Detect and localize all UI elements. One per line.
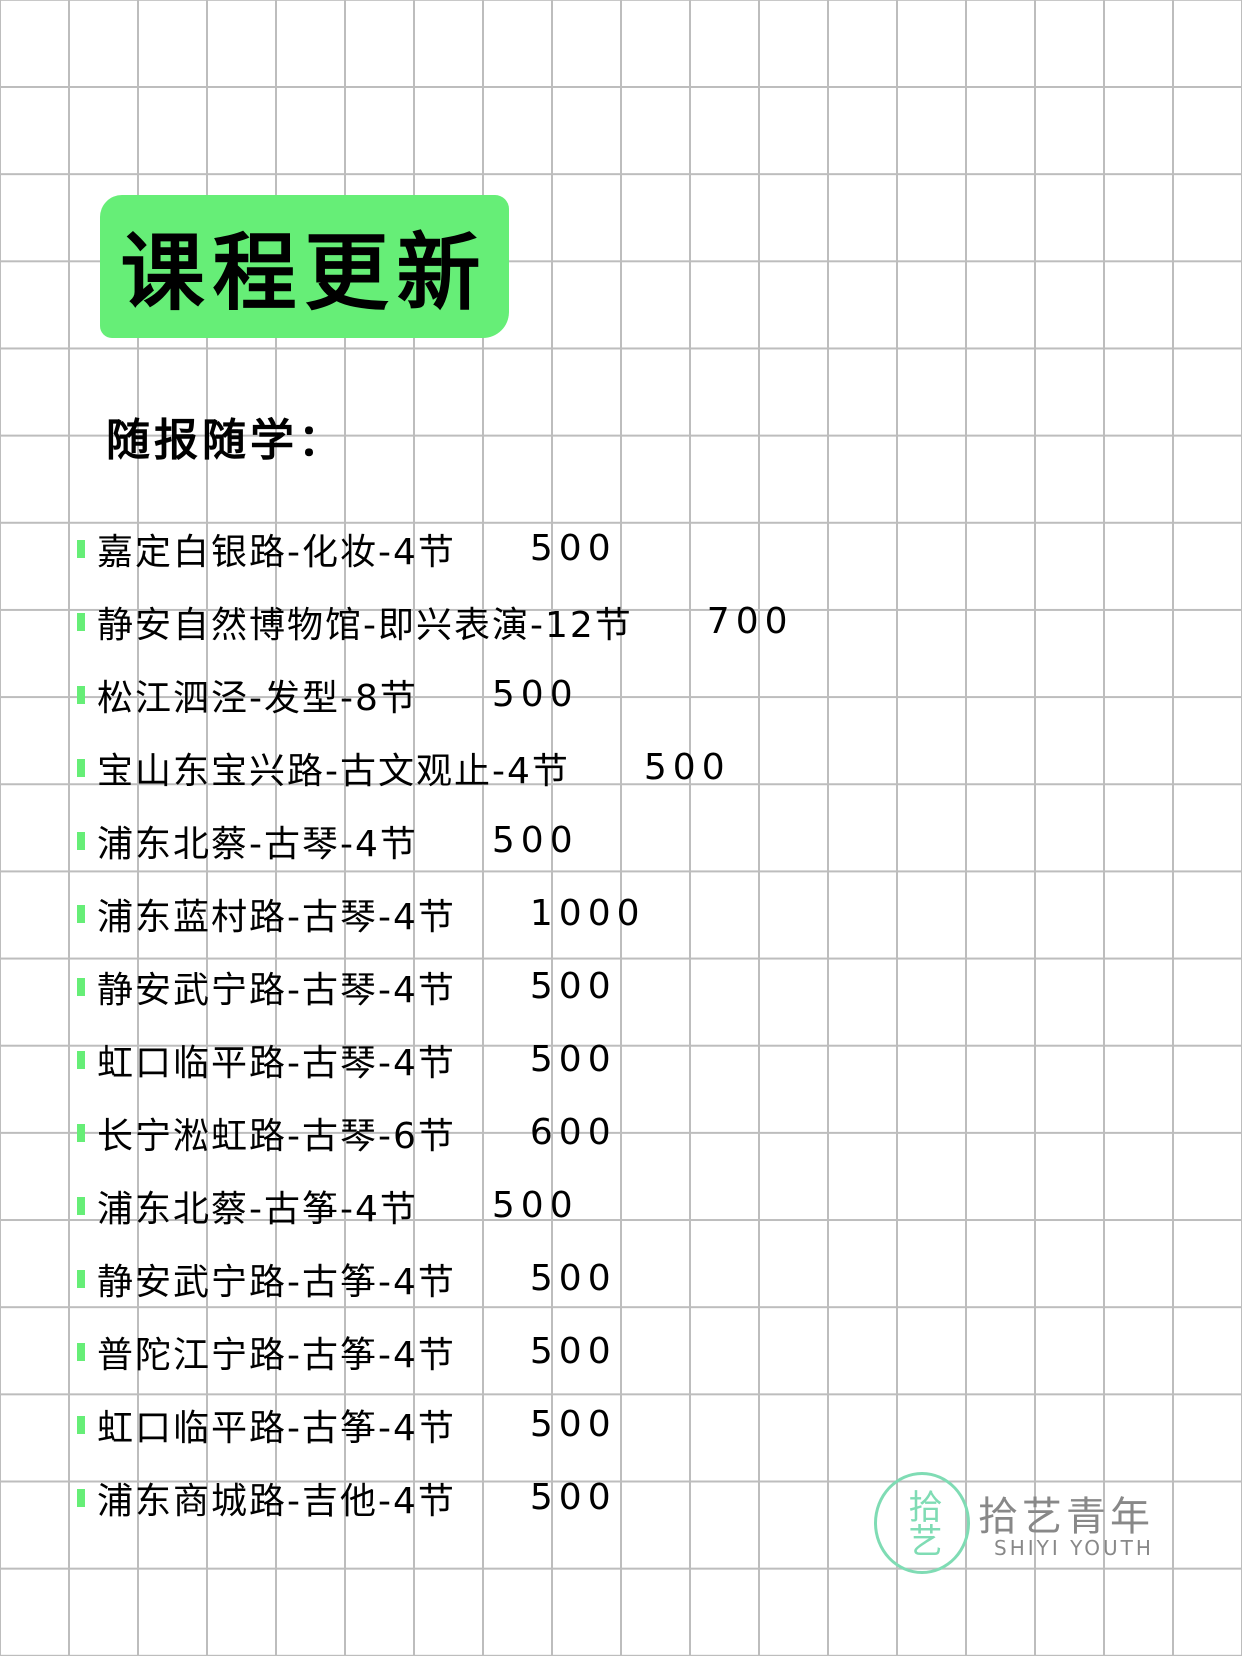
bullet-icon [77, 685, 85, 704]
bullet-icon [77, 1342, 85, 1361]
course-item: 静安武宁路-古筝-4节 500 [77, 1242, 794, 1315]
bullet-icon [77, 1196, 85, 1215]
course-price: 500 [529, 1258, 617, 1299]
course-item: 宝山东宝兴路-古文观止-4节 500 [77, 731, 794, 804]
course-price: 600 [529, 1112, 617, 1153]
course-price: 500 [529, 966, 617, 1007]
bullet-icon [77, 1415, 85, 1434]
course-item: 浦东北蔡-古筝-4节 500 [77, 1169, 794, 1242]
course-item: 静安自然博物馆-即兴表演-12节 700 [77, 585, 794, 658]
bullet-icon [77, 1269, 85, 1288]
title-banner: 课程更新 [100, 195, 509, 338]
course-name: 浦东商城路-吉他-4节 [97, 1480, 456, 1522]
course-item: 浦东商城路-吉他-4节 500 [77, 1461, 794, 1534]
bullet-icon [77, 1050, 85, 1069]
logo: 拾艺 拾艺青年 SHIYI YOUTH [874, 1472, 1174, 1574]
logo-name-en: SHIYI YOUTH [994, 1536, 1154, 1560]
course-price: 1000 [529, 893, 646, 934]
course-price: 500 [529, 1404, 617, 1445]
course-item: 长宁淞虹路-古琴-6节 600 [77, 1096, 794, 1169]
subtitle: 随报随学： [106, 415, 346, 466]
course-price: 500 [643, 747, 731, 788]
course-name: 静安自然博物馆-即兴表演-12节 [97, 604, 633, 646]
course-name: 静安武宁路-古琴-4节 [97, 969, 456, 1011]
course-name: 浦东蓝村路-古琴-4节 [97, 896, 456, 938]
course-name: 虹口临平路-古筝-4节 [97, 1407, 456, 1449]
course-list: 嘉定白银路-化妆-4节 500 静安自然博物馆-即兴表演-12节 700 松江泗泾-发型… [77, 512, 794, 1534]
bullet-icon [77, 758, 85, 777]
course-name: 虹口临平路-古琴-4节 [97, 1042, 456, 1084]
course-name: 长宁淞虹路-古琴-6节 [97, 1115, 456, 1157]
course-price: 500 [529, 1477, 617, 1518]
logo-name-cn: 拾艺青年 [978, 1494, 1154, 1540]
course-name: 普陀江宁路-古筝-4节 [97, 1334, 456, 1376]
course-price: 700 [706, 601, 794, 642]
course-price: 500 [529, 1039, 617, 1080]
course-item: 虹口临平路-古琴-4节 500 [77, 1023, 794, 1096]
course-price: 500 [529, 1331, 617, 1372]
course-name: 浦东北蔡-古琴-4节 [97, 823, 418, 865]
course-price: 500 [529, 528, 617, 569]
bullet-icon [77, 612, 85, 631]
course-item: 松江泗泾-发型-8节 500 [77, 658, 794, 731]
course-item: 嘉定白银路-化妆-4节 500 [77, 512, 794, 585]
course-name: 嘉定白银路-化妆-4节 [97, 531, 456, 573]
course-item: 虹口临平路-古筝-4节 500 [77, 1388, 794, 1461]
course-item: 静安武宁路-古琴-4节 500 [77, 950, 794, 1023]
course-name: 静安武宁路-古筝-4节 [97, 1261, 456, 1303]
course-item: 普陀江宁路-古筝-4节 500 [77, 1315, 794, 1388]
bullet-icon [77, 904, 85, 923]
course-item: 浦东蓝村路-古琴-4节 1000 [77, 877, 794, 950]
bullet-icon [77, 539, 85, 558]
course-item: 浦东北蔡-古琴-4节 500 [77, 804, 794, 877]
course-name: 浦东北蔡-古筝-4节 [97, 1188, 418, 1230]
course-name: 宝山东宝兴路-古文观止-4节 [97, 750, 570, 792]
bullet-icon [77, 831, 85, 850]
logo-mark-icon: 拾艺 [874, 1472, 970, 1574]
bullet-icon [77, 1123, 85, 1142]
bullet-icon [77, 977, 85, 996]
course-name: 松江泗泾-发型-8节 [97, 677, 418, 719]
course-price: 500 [491, 1185, 579, 1226]
bullet-icon [77, 1488, 85, 1507]
course-price: 500 [491, 820, 579, 861]
page-title: 课程更新 [120, 224, 489, 322]
course-price: 500 [491, 674, 579, 715]
